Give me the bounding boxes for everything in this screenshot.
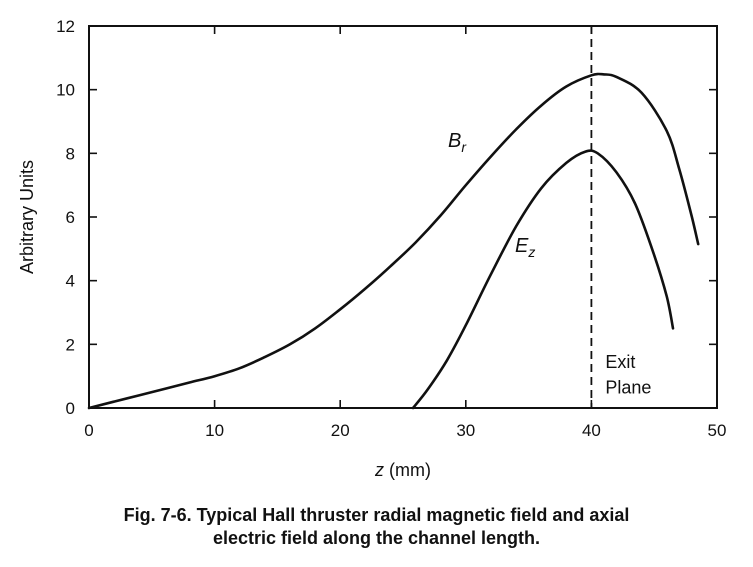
x-tick-label: 20 [331,421,350,440]
y-tick-label: 4 [66,272,75,291]
exit-plane-label-line2: Plane [605,378,651,398]
exit-plane-label-line1: Exit [605,352,635,372]
y-tick-label: 6 [66,208,75,227]
figure-caption: Fig. 7-6. Typical Hall thruster radial m… [0,504,753,550]
y-tick-label: 12 [56,17,75,36]
series-line-ez [411,149,675,410]
y-tick-label: 0 [66,399,75,418]
x-tick-label: 40 [582,421,601,440]
series-label-ez: Ez [515,235,535,260]
x-tick-label: 30 [456,421,475,440]
y-tick-label: 8 [66,144,75,163]
chart: 0 10 20 30 40 50 0 2 4 6 8 10 12 Exit Plane Br Ez z(… [17,17,726,480]
x-tick-label: 10 [205,421,224,440]
series-line-br [87,72,700,410]
y-axis-title: Arbitrary Units [17,160,37,274]
caption-line-1: Fig. 7-6. Typical Hall thruster radial m… [123,505,630,525]
tick-labels: 0 10 20 30 40 50 0 2 4 6 8 10 12 [56,17,726,440]
plot-frame [88,25,718,409]
x-tick-label: 50 [708,421,727,440]
y-tick-label: 10 [56,81,75,100]
series-label-br: Br [448,130,467,155]
x-axis-title: z (mm) [374,460,431,480]
x-tick-label: 0 [84,421,93,440]
y-tick-label: 2 [66,335,75,354]
caption-line-2: electric field along the channel length. [212,528,541,548]
axis-ticks [88,25,718,409]
